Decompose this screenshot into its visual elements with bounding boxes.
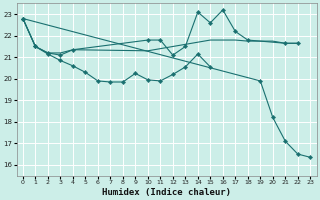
X-axis label: Humidex (Indice chaleur): Humidex (Indice chaleur): [102, 188, 231, 197]
